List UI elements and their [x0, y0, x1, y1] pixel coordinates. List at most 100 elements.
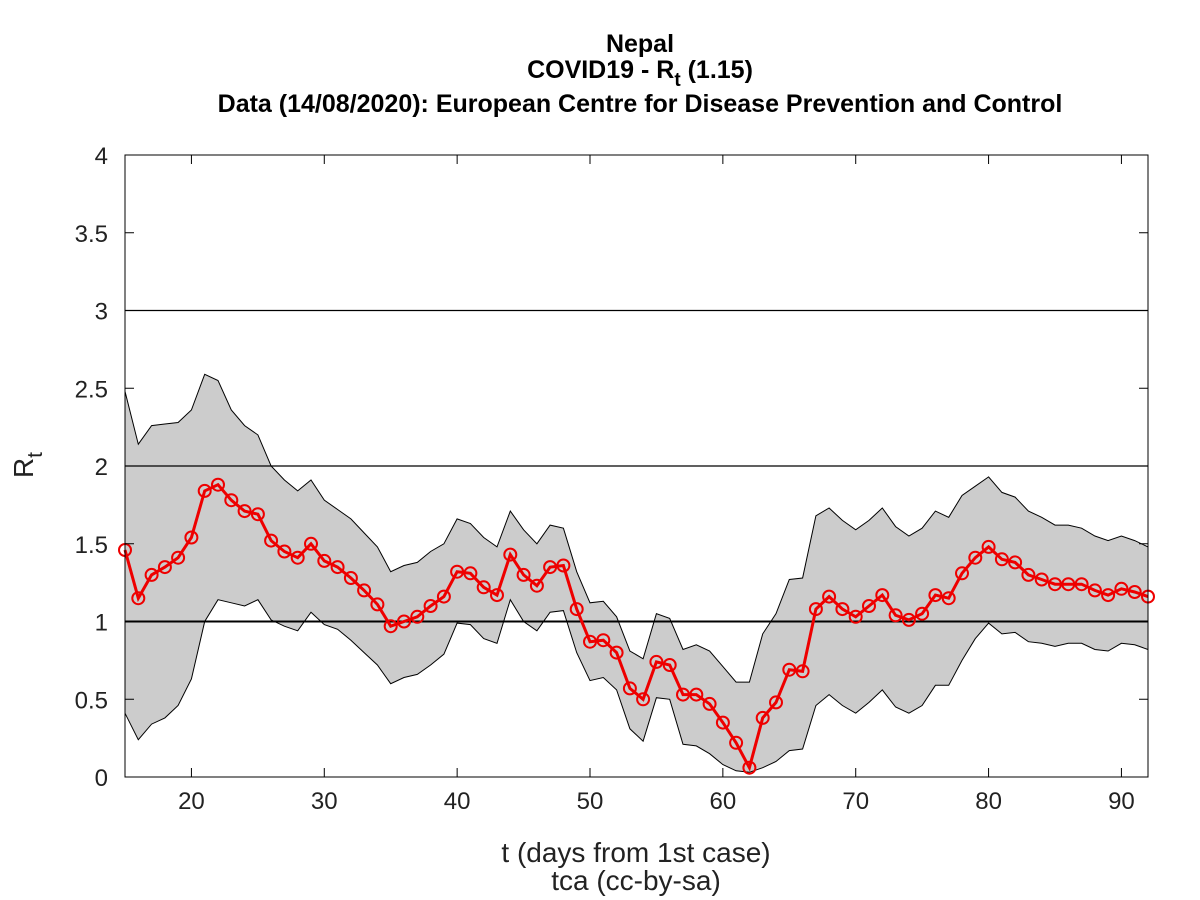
rt-data-point [941, 591, 956, 606]
rt-data-point [131, 591, 146, 606]
rt-data-point [476, 580, 491, 595]
y-tick-label: 0.5 [75, 687, 108, 714]
rt-data-point [529, 578, 544, 593]
rt-data-point [1008, 555, 1023, 570]
x-tick-label: 90 [1108, 788, 1135, 815]
band-lower-edge [124, 598, 1149, 773]
rt-data-point [1061, 577, 1076, 592]
rt-data-point [609, 645, 624, 660]
rt-data-point [981, 539, 996, 554]
rt-data-point [463, 566, 478, 581]
rt-data-point [808, 602, 823, 617]
rt-data-point [370, 597, 385, 612]
rt-data-point [144, 567, 159, 582]
rt-data-point [436, 589, 451, 604]
y-tick-label: 1 [95, 610, 108, 637]
rt-data-point [250, 507, 265, 522]
rt-data-point [848, 609, 863, 624]
rt-data-point [875, 588, 890, 603]
plot-area: 20 30 40 50 60 70 80 90 0 0.5 1 1.5 2 2.5 3 3.5 4 [75, 143, 1155, 815]
rt-data-point [1087, 583, 1102, 598]
chart-title-metric-suffix: (1.15) [681, 56, 753, 84]
y-tick-label: 4 [95, 143, 108, 170]
rt-data-point [1048, 577, 1062, 592]
x-tick-label: 80 [975, 788, 1002, 815]
rt-data-point [649, 654, 664, 669]
rt-data-point [304, 536, 318, 551]
rt-data-point [822, 589, 837, 604]
rt-data-point [596, 633, 611, 648]
rt-data-point [955, 566, 969, 581]
rt-data-point [915, 606, 930, 621]
rt-data-point [662, 658, 677, 672]
y-tick-label: 2.5 [75, 376, 108, 403]
band-upper-edge [124, 373, 1149, 683]
rt-data-point [715, 715, 730, 730]
rt-data-point [968, 550, 983, 565]
x-tick-label: 60 [710, 788, 737, 815]
rt-data-point [888, 608, 903, 623]
rt-data-point [994, 552, 1009, 567]
rt-data-point [676, 687, 690, 702]
x-tick-label: 20 [178, 788, 205, 815]
chart-title-metric-main: COVID19 - R [527, 56, 674, 84]
x-axis-label: t (days from 1st case) [501, 837, 770, 868]
rt-data-point [689, 687, 704, 702]
rt-data-point [636, 692, 651, 707]
rt-data-point [769, 695, 783, 710]
rt-data-point [503, 547, 518, 562]
y-axis-label: Rt [8, 452, 47, 478]
rt-data-point [583, 634, 597, 649]
y-tick-label: 3.5 [75, 221, 108, 248]
rt-data-point [556, 558, 571, 573]
rt-data-point [410, 609, 425, 624]
y-tick-label: 2 [95, 454, 108, 481]
x-tick-label: 70 [842, 788, 869, 815]
rt-data-point [317, 553, 332, 568]
rt-data-point [357, 583, 372, 598]
rt-data-point [729, 735, 744, 750]
rt-data-point [290, 550, 305, 565]
rt-data-point [1127, 585, 1142, 599]
y-tick-label: 3 [95, 299, 108, 326]
rt-data-point [516, 567, 531, 582]
rt-data-point [277, 544, 292, 559]
rt-data-point [782, 662, 797, 677]
confidence-band [125, 374, 1148, 773]
credit-label: tca (cc-by-sa) [551, 865, 721, 896]
rt-data-point [1101, 588, 1116, 603]
chart-title-source: Data (14/08/2020): European Centre for D… [218, 90, 1063, 118]
x-tick-label: 50 [577, 788, 604, 815]
rt-data-point [1114, 581, 1129, 596]
rt-data-point [622, 681, 637, 696]
y-tick-label: 0 [95, 765, 108, 792]
rt-data-point [383, 619, 398, 634]
rt-data-point [197, 483, 212, 498]
rt-data-point [343, 571, 358, 585]
x-tick-label: 30 [311, 788, 338, 815]
rt-data-point [237, 504, 252, 519]
rt-data-point [211, 477, 225, 492]
chart-title-country: Nepal [606, 30, 674, 58]
rt-data-point [862, 599, 876, 613]
rt-data-point [423, 599, 438, 613]
rt-data-point [755, 710, 770, 725]
rt-data-point [264, 533, 279, 548]
rt-data-point [835, 602, 850, 617]
rt-data-point [702, 696, 717, 711]
rt-data-point [1021, 567, 1036, 582]
y-axis-label-sub: t [24, 452, 47, 458]
rt-data-point [928, 588, 943, 603]
rt-data-point [543, 560, 558, 575]
rt-data-point [569, 602, 584, 617]
x-tick-label: 40 [444, 788, 471, 815]
rt-data-point [795, 664, 810, 679]
chart-title-metric-sub: t [674, 70, 681, 91]
rt-data-point [490, 588, 504, 603]
rt-data-point [171, 550, 186, 565]
rt-data-point [450, 564, 465, 579]
rt-data-point [1034, 572, 1049, 587]
rt-data-point [742, 760, 757, 775]
rt-data-point [330, 560, 345, 575]
